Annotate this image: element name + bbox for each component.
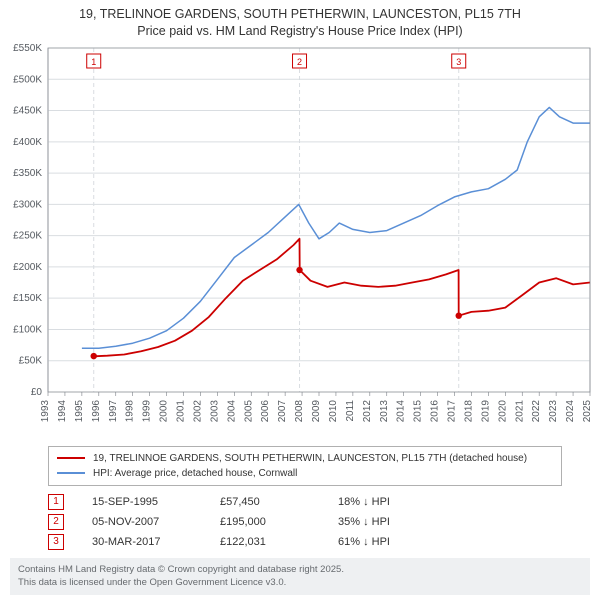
footnote-line: Contains HM Land Registry data © Crown c… [18,564,582,577]
svg-text:1: 1 [91,57,96,67]
svg-text:£50K: £50K [19,355,43,366]
svg-text:2025: 2025 [582,399,593,422]
svg-text:£450K: £450K [13,105,42,116]
chart-area: £0 £50K £100K £150K £200K £250K £300K £350K £400… [0,42,600,442]
svg-text:2022: 2022 [531,399,542,422]
sale-price: £195,000 [220,516,310,528]
table-row: 3 30-MAR-2017 £122,031 61% ↓ HPI [48,532,562,552]
sale-date: 15-SEP-1995 [92,496,192,508]
sale-marker-badge: 2 [48,514,64,530]
svg-text:2014: 2014 [396,399,407,422]
svg-text:2001: 2001 [176,399,187,422]
sales-table: 1 15-SEP-1995 £57,450 18% ↓ HPI 2 05-NOV… [48,492,562,552]
svg-text:3: 3 [456,57,461,67]
legend-label: 19, TRELINNOE GARDENS, SOUTH PETHERWIN, … [93,451,527,466]
svg-text:£550K: £550K [13,43,42,54]
svg-text:2012: 2012 [362,399,373,422]
legend-swatch [57,472,85,474]
line-chart: £0 £50K £100K £150K £200K £250K £300K £350K £400… [0,42,600,442]
svg-text:£400K: £400K [13,137,42,148]
svg-text:2018: 2018 [463,399,474,422]
legend: 19, TRELINNOE GARDENS, SOUTH PETHERWIN, … [48,446,562,486]
legend-row: 19, TRELINNOE GARDENS, SOUTH PETHERWIN, … [57,451,553,466]
svg-text:1995: 1995 [74,399,85,422]
table-row: 1 15-SEP-1995 £57,450 18% ↓ HPI [48,492,562,512]
table-row: 2 05-NOV-2007 £195,000 35% ↓ HPI [48,512,562,532]
svg-text:£500K: £500K [13,74,42,85]
svg-text:2000: 2000 [159,399,170,422]
svg-text:2020: 2020 [497,399,508,422]
chart-title: 19, TRELINNOE GARDENS, SOUTH PETHERWIN, … [0,0,600,42]
legend-label: HPI: Average price, detached house, Corn… [93,466,297,481]
svg-text:£0: £0 [31,387,43,398]
sale-marker-badge: 3 [48,534,64,550]
svg-text:2024: 2024 [565,399,576,422]
svg-text:£200K: £200K [13,262,42,273]
legend-swatch [57,457,85,459]
svg-text:1996: 1996 [91,399,102,422]
svg-text:2003: 2003 [209,399,220,422]
svg-text:2005: 2005 [243,399,254,422]
svg-text:2011: 2011 [345,399,356,421]
svg-text:2009: 2009 [311,399,322,422]
sale-date: 30-MAR-2017 [92,536,192,548]
svg-text:2021: 2021 [514,399,525,422]
svg-text:2008: 2008 [294,399,305,422]
svg-text:2: 2 [297,57,302,67]
svg-text:1997: 1997 [108,399,119,422]
svg-text:1999: 1999 [142,399,153,422]
svg-text:£150K: £150K [13,293,42,304]
footnote: Contains HM Land Registry data © Crown c… [10,558,590,595]
svg-text:1994: 1994 [57,399,68,422]
legend-row: HPI: Average price, detached house, Corn… [57,466,553,481]
svg-text:2017: 2017 [447,399,458,422]
svg-text:2002: 2002 [192,399,203,422]
svg-text:2016: 2016 [430,399,441,422]
svg-text:2023: 2023 [548,399,559,422]
svg-text:2010: 2010 [328,399,339,422]
svg-text:£350K: £350K [13,168,42,179]
sale-price: £57,450 [220,496,310,508]
svg-text:2007: 2007 [277,399,288,422]
sale-marker-badge: 1 [48,494,64,510]
sale-price: £122,031 [220,536,310,548]
svg-text:2019: 2019 [480,399,491,422]
svg-text:1993: 1993 [40,399,51,422]
sale-hpi-diff: 61% ↓ HPI [338,536,428,548]
sale-date: 05-NOV-2007 [92,516,192,528]
sale-hpi-diff: 35% ↓ HPI [338,516,428,528]
svg-text:£250K: £250K [13,230,42,241]
svg-text:2006: 2006 [260,399,271,422]
svg-text:2015: 2015 [413,399,424,422]
title-line1: 19, TRELINNOE GARDENS, SOUTH PETHERWIN, … [10,6,590,23]
svg-text:£300K: £300K [13,199,42,210]
title-line2: Price paid vs. HM Land Registry's House … [10,23,590,40]
svg-text:1998: 1998 [125,399,136,422]
svg-text:£100K: £100K [13,324,42,335]
sale-hpi-diff: 18% ↓ HPI [338,496,428,508]
svg-text:2013: 2013 [379,399,390,422]
footnote-line: This data is licensed under the Open Gov… [18,577,582,590]
svg-text:2004: 2004 [226,399,237,422]
